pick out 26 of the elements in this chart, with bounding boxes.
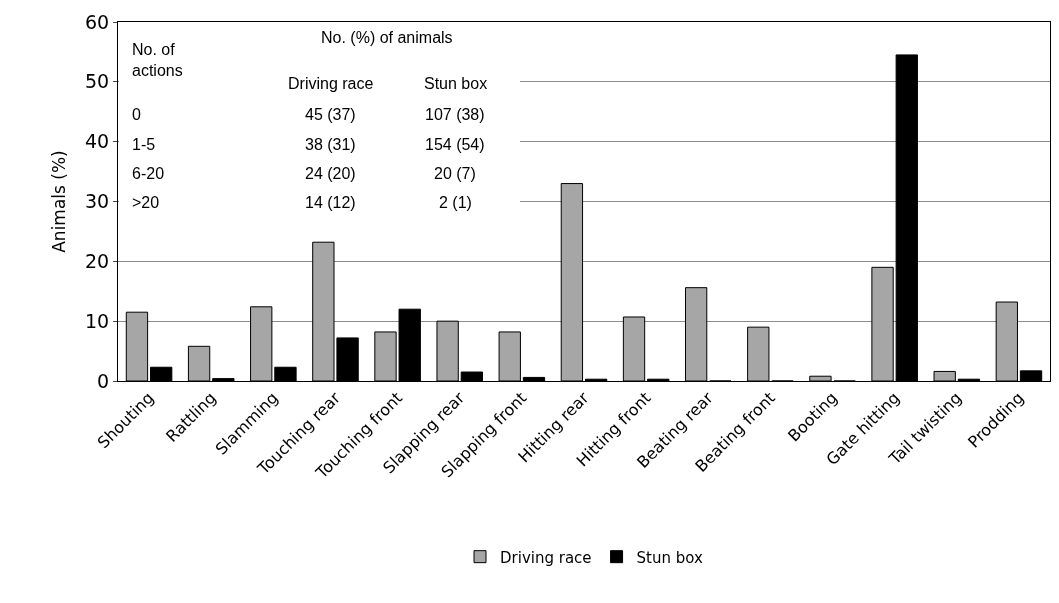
y-tick-label: 0 [97,369,110,392]
legend-label: Stun box [636,548,703,567]
y-axis-title: Animals (%) [48,150,69,253]
annotation: 45 (37) [305,106,356,123]
annotation: >20 [132,194,160,211]
y-tick-label: 50 [85,70,110,93]
annotation: No. (%) of animals [321,29,453,46]
y-tick-label: 40 [85,130,110,153]
y-tick-label: 10 [85,309,110,332]
legend-label: Driving race [500,548,592,567]
y-tick-label: 60 [85,10,110,33]
annotation: 0 [132,106,141,123]
annotation: 24 (20) [305,165,356,182]
annotation: 20 (7) [434,165,476,182]
y-tick-label: 20 [85,249,110,272]
annotation: 38 (31) [305,136,356,153]
annotation: 154 (54) [425,136,485,153]
annotation: 1-5 [132,136,156,153]
annotation: 2 (1) [439,194,472,211]
annotation: Driving race [288,75,374,92]
y-tick-label: 30 [85,190,110,213]
annotation: 6-20 [132,165,165,182]
annotation: 14 (12) [305,194,356,211]
annotation: 107 (38) [425,106,485,123]
annotation: No. of actions [132,41,183,79]
annotation: Stun box [424,75,488,92]
